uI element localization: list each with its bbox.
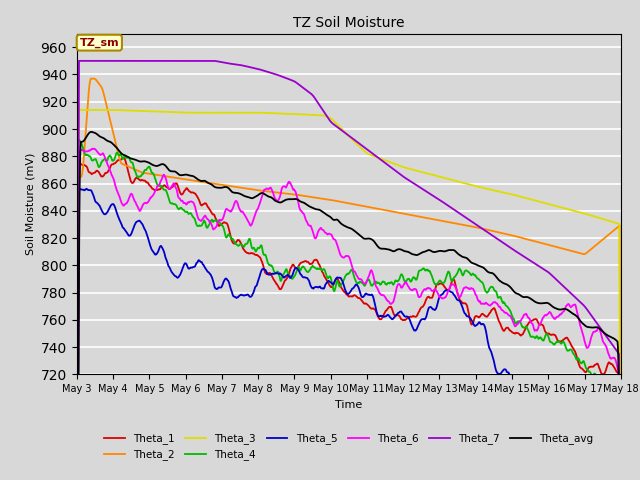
Title: TZ Soil Moisture: TZ Soil Moisture (293, 16, 404, 30)
Text: TZ_sm: TZ_sm (79, 37, 119, 48)
X-axis label: Time: Time (335, 400, 362, 409)
Y-axis label: Soil Moisture (mV): Soil Moisture (mV) (25, 153, 35, 255)
Legend: Theta_1, Theta_2, Theta_3, Theta_4, Theta_5, Theta_6, Theta_7, Theta_avg: Theta_1, Theta_2, Theta_3, Theta_4, Thet… (100, 429, 598, 465)
